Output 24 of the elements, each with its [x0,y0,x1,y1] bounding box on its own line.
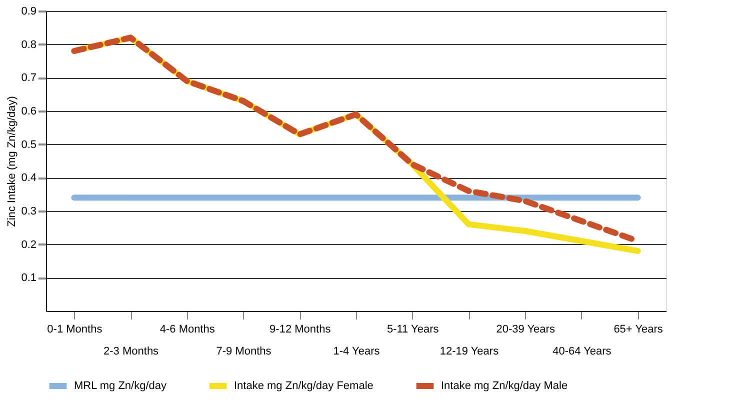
legend-label: Intake mg Zn/kg/day Male [441,380,568,392]
y-tick-label: 0.2 [21,238,36,251]
x-tick-label: 65+ Years [614,324,664,336]
x-tick-label: 9-12 Months [270,324,332,336]
x-tick-label: 20-39 Years [496,324,556,336]
y-axis-title: Zinc Intake (mg Zn/kg/day) [6,96,18,227]
y-tick-label: 0.8 [21,38,36,51]
y-tick-label: 0.5 [21,138,36,151]
legend-label: MRL mg Zn/kg/day [74,380,168,392]
y-tick-label: 0.1 [21,272,36,284]
legend-label: Intake mg Zn/kg/day Female [234,380,374,392]
y-tick-label: 0.6 [21,106,36,118]
y-tick-label: 0.7 [21,72,36,84]
x-tick-label: 12-19 Years [440,346,500,358]
x-tick-label: 5-11 Years [386,324,440,336]
x-tick-label: 7-9 Months [216,346,272,358]
x-tick-label: 4-6 Months [160,324,216,336]
y-tick-label: 0.4 [21,172,36,184]
x-tick-label: 1-4 Years [333,346,380,358]
x-tick-label: 2-3 Months [104,346,160,358]
x-tick-label: 40-64 Years [552,346,612,358]
y-tick-label: 0.3 [21,206,36,218]
x-tick-label: 0-1 Months [47,324,103,336]
y-tick-label: 0.9 [21,6,36,18]
